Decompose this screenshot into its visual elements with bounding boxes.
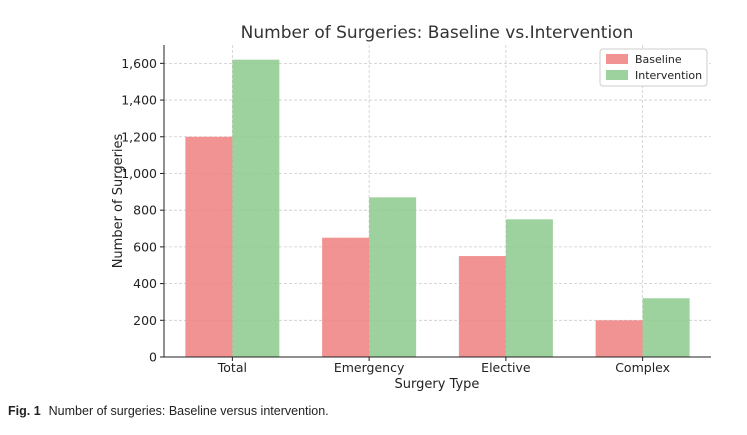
bar-intervention-total — [232, 59, 280, 358]
legend-label-intervention: Intervention — [635, 69, 702, 82]
bars — [185, 59, 690, 358]
bar-baseline-total — [185, 136, 233, 357]
bar-intervention-emergency — [369, 197, 417, 357]
y-tick-label: 600 — [133, 239, 157, 254]
y-tick-label: 200 — [133, 313, 157, 328]
y-tick-label: 400 — [133, 276, 157, 291]
y-tick-label: 0 — [149, 350, 157, 365]
x-tick-label: Total — [217, 360, 247, 375]
y-tick-label: 1,600 — [121, 56, 157, 71]
figure-caption: Fig. 1 Number of surgeries: Baseline vers… — [8, 404, 329, 418]
x-axis-label: Surgery Type — [395, 377, 480, 392]
legend-swatch-baseline — [606, 54, 628, 64]
figure-caption-text: Number of surgeries: Baseline versus int… — [48, 404, 329, 418]
bar-baseline-elective — [458, 256, 506, 357]
legend-label-baseline: Baseline — [635, 53, 682, 66]
bar-intervention-elective — [505, 219, 553, 357]
bar-baseline-complex — [595, 320, 643, 357]
legend: Baseline Intervention — [599, 48, 708, 87]
chart-title: Number of Surgeries: Baseline vs.Interve… — [241, 23, 634, 43]
y-tick-label: 1,400 — [121, 93, 157, 108]
y-tick-label: 1,000 — [121, 166, 157, 181]
ticks: 0 200 400 600 800 1,000 1,200 1,400 1,600 Total Em… — [121, 56, 670, 375]
x-tick-label: Complex — [615, 360, 670, 375]
bar-intervention-complex — [642, 298, 690, 357]
chart: Number of Surgeries: Baseline vs.Interve… — [111, 23, 711, 392]
y-axis-label: Number of Surgeries — [111, 133, 126, 268]
y-tick-label: 800 — [133, 203, 157, 218]
y-tick-label: 1,200 — [121, 129, 157, 144]
legend-swatch-intervention — [606, 70, 628, 80]
x-tick-label: Emergency — [334, 360, 405, 375]
axes — [163, 45, 711, 358]
x-tick-label: Elective — [481, 360, 531, 375]
figure-label: Fig. 1 — [8, 404, 41, 418]
bar-baseline-emergency — [322, 237, 370, 357]
